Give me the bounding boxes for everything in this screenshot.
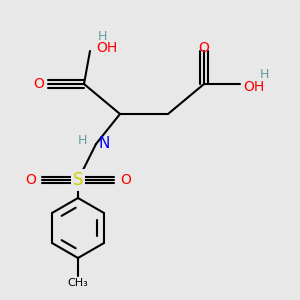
Text: CH₃: CH₃ xyxy=(68,278,88,289)
Text: O: O xyxy=(199,41,209,55)
Text: H: H xyxy=(78,134,87,148)
Text: H: H xyxy=(97,29,107,43)
Text: O: O xyxy=(25,173,36,187)
Text: S: S xyxy=(73,171,83,189)
Text: O: O xyxy=(34,77,44,91)
Text: O: O xyxy=(120,173,131,187)
Text: N: N xyxy=(99,136,110,152)
Text: OH: OH xyxy=(243,80,264,94)
Text: OH: OH xyxy=(96,41,117,55)
Text: H: H xyxy=(259,68,269,82)
